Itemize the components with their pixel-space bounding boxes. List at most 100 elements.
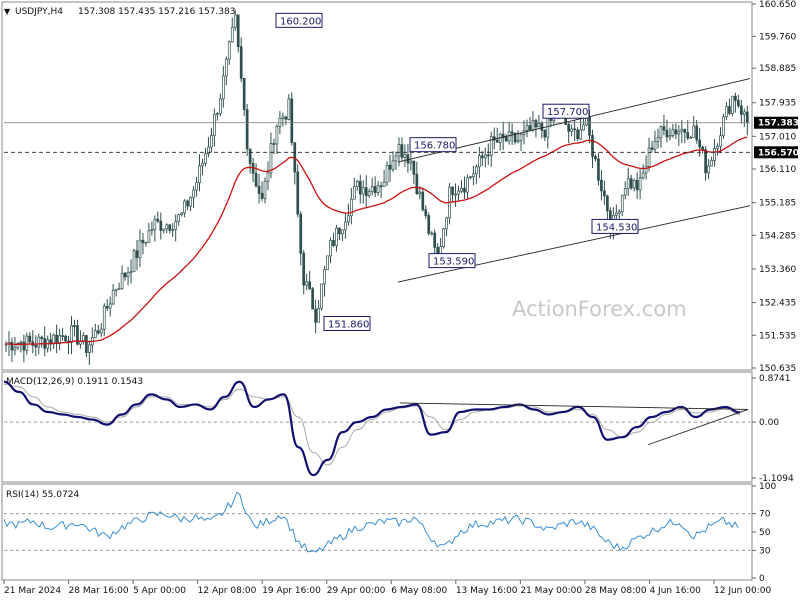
candle-body xyxy=(463,187,466,193)
candle-body xyxy=(534,120,538,128)
candle-body xyxy=(10,341,14,351)
candle-body xyxy=(326,255,329,270)
high-label-box xyxy=(275,12,323,28)
price-axis-label: 155.185 xyxy=(759,199,796,209)
time-axis-label: 4 Jun 16:00 xyxy=(649,586,701,596)
candle-body xyxy=(445,217,448,230)
candle-body xyxy=(358,180,362,195)
candle-body xyxy=(594,156,597,160)
candle-body xyxy=(174,220,178,230)
macd-upper-trendline xyxy=(399,402,749,410)
rsi-axis-label: 30 xyxy=(759,546,771,556)
rsi-axis-label: 0 xyxy=(759,574,765,584)
candle-body xyxy=(650,147,654,150)
candle-body xyxy=(486,154,490,157)
time-axis-label: 28 May 08:00 xyxy=(585,586,647,596)
candle-body xyxy=(144,241,148,244)
low-label-153590: 153.590 xyxy=(433,257,474,268)
candle-body xyxy=(114,288,118,291)
candle-body xyxy=(147,230,151,243)
candle-body xyxy=(403,154,407,158)
candle-body xyxy=(37,336,41,348)
candle-body xyxy=(653,141,657,150)
candle-body xyxy=(344,221,347,231)
candle-body xyxy=(275,126,279,145)
candle-body xyxy=(641,172,645,179)
price-axis-label: 157.010 xyxy=(759,132,796,142)
candle-body xyxy=(617,211,621,214)
candle-body xyxy=(656,137,660,142)
candle-body xyxy=(647,147,651,167)
level-price-tag: 156.570 xyxy=(758,148,799,158)
candle-body xyxy=(623,188,627,196)
candle-body xyxy=(183,200,186,214)
candle-body xyxy=(668,135,672,138)
candle-body xyxy=(254,172,258,187)
candle-body xyxy=(347,215,350,223)
candle-body xyxy=(677,130,681,135)
candle-body xyxy=(221,75,225,100)
candle-body xyxy=(388,164,392,170)
candle-body xyxy=(629,178,633,189)
time-axis-label: 21 Mar 2024 xyxy=(4,586,61,596)
candle-body xyxy=(341,229,344,235)
candle-body xyxy=(260,193,264,199)
candle-body xyxy=(620,194,624,213)
candle-body xyxy=(105,305,109,309)
candle-body xyxy=(290,98,294,143)
time-axis-label: 28 Mar 16:00 xyxy=(69,586,129,596)
candle-body xyxy=(126,272,130,278)
candle-body xyxy=(391,160,395,170)
candle-body xyxy=(370,186,374,192)
candle-body xyxy=(120,272,124,289)
candle-body xyxy=(516,139,520,143)
candle-body xyxy=(138,239,142,258)
macd-panel-frame xyxy=(1,371,753,483)
candle-body xyxy=(382,181,386,187)
candle-body xyxy=(311,288,314,310)
candle-body xyxy=(507,131,511,142)
candle-body xyxy=(430,232,434,235)
candle-body xyxy=(680,128,684,132)
candle-body xyxy=(480,155,484,159)
candle-body xyxy=(433,232,437,248)
candle-body xyxy=(689,137,693,139)
watermark: ActionForex.com xyxy=(512,297,687,321)
candle-body xyxy=(704,149,707,174)
time-axis-label: 21 May 00:00 xyxy=(520,586,582,596)
macd-signal-line xyxy=(3,383,741,466)
high-label: 160.200 xyxy=(280,16,321,27)
candle-body xyxy=(58,335,61,345)
candle-body xyxy=(597,158,600,181)
candle-body xyxy=(427,215,431,234)
candle-body xyxy=(379,185,383,188)
candle-body xyxy=(424,209,428,216)
candle-body xyxy=(93,330,97,339)
candle-body xyxy=(281,116,285,119)
candle-body xyxy=(483,154,487,159)
candle-body xyxy=(317,308,320,323)
candle-body xyxy=(412,160,416,175)
candle-body xyxy=(475,166,478,175)
candle-body xyxy=(397,144,401,157)
candle-body xyxy=(728,106,731,114)
candle-body xyxy=(504,137,508,142)
header-marker[interactable]: ▼ xyxy=(4,7,11,16)
candle-body xyxy=(591,134,594,157)
price-axis-label: 158.885 xyxy=(759,64,796,74)
candle-body xyxy=(418,191,422,195)
label-156780: 156.780 xyxy=(414,141,455,152)
candle-body xyxy=(626,178,630,189)
price-axis-label: 159.760 xyxy=(759,32,796,42)
macd-header: MACD(12,26,9) 0.1911 0.1543 xyxy=(6,377,143,387)
candle-body xyxy=(13,346,17,351)
candle-body xyxy=(227,41,231,60)
candle-body xyxy=(129,271,133,274)
candle-body xyxy=(156,218,160,222)
candle-body xyxy=(713,148,716,161)
label-157700-box xyxy=(542,103,590,119)
time-axis-label: 13 May 16:00 xyxy=(456,586,518,596)
time-axis-label: 19 Apr 16:00 xyxy=(262,586,321,596)
candle-body xyxy=(409,160,413,164)
